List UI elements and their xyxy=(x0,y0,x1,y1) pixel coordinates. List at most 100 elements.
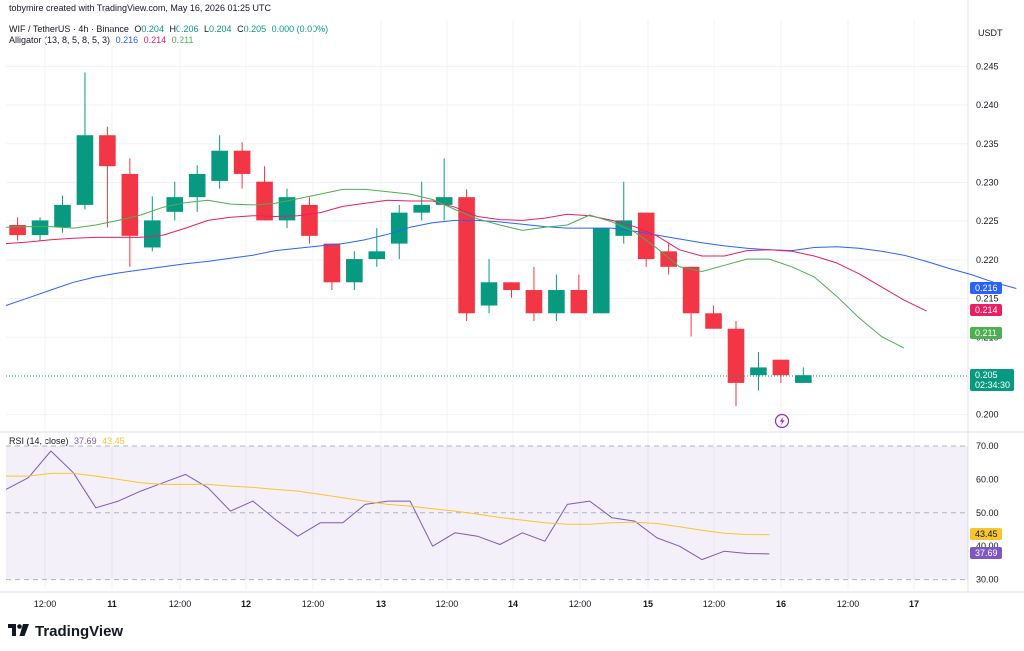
rsi-tick-label: 60.00 xyxy=(976,474,999,484)
candle-body xyxy=(727,328,745,383)
rsi-band-lines xyxy=(6,445,968,581)
time-tick-label: 14 xyxy=(508,599,518,609)
alligator-jaw-line xyxy=(5,219,1017,306)
candle xyxy=(772,359,790,383)
alligator-title[interactable]: Alligator (13, 8, 5, 8, 5, 3) xyxy=(9,35,111,45)
tradingview-logo[interactable]: TradingView xyxy=(8,620,123,642)
time-tick-label: 17 xyxy=(909,599,919,609)
candle-body xyxy=(233,150,251,174)
rsi-badge-text: 37.69 xyxy=(975,548,998,558)
candle xyxy=(727,320,745,407)
rsi-tick-label: 70.00 xyxy=(976,441,999,451)
candles xyxy=(9,72,812,407)
price-tick-label: 0.220 xyxy=(976,255,999,265)
candle-body xyxy=(413,204,430,213)
candle-body xyxy=(593,228,610,314)
time-tick-label: 12:00 xyxy=(34,599,57,609)
time-tick-label: 11 xyxy=(107,599,117,609)
candle xyxy=(660,243,677,275)
ohlc-open: 0.204 xyxy=(141,24,164,34)
alligator-teeth-line xyxy=(5,199,927,312)
rsi-ma-line xyxy=(6,472,770,536)
time-axis[interactable]: 12:00 11 12:00 12 12:00 13 12:00 14 12:00 15 12:00… xyxy=(34,599,919,609)
candle-body xyxy=(346,259,363,283)
rsi-ma-value: 43.45 xyxy=(102,436,125,446)
ohlc-low-label: L xyxy=(204,24,210,34)
alligator-lips-value: 0.211 xyxy=(171,35,194,45)
price-tick-label: 0.240 xyxy=(976,100,999,110)
candle-body xyxy=(548,290,565,314)
candle xyxy=(503,282,520,298)
candle-body xyxy=(503,282,520,291)
candle-body xyxy=(121,173,139,236)
rsi-title[interactable]: RSI (14, close) xyxy=(9,436,69,446)
candle-body xyxy=(301,204,318,236)
symbol-title[interactable]: WIF / TetherUS · 4h · Binance xyxy=(9,24,129,34)
price-tick-label: 0.245 xyxy=(976,61,999,71)
candle xyxy=(615,181,633,244)
candle xyxy=(211,135,228,189)
rsi-ma-badge-text: 43.45 xyxy=(975,529,998,539)
ohlc-high: 0.206 xyxy=(175,24,199,34)
alligator-teeth-value: 0.214 xyxy=(143,35,167,45)
candle xyxy=(346,251,363,291)
price-legend: WIF / TetherUS · 4h · Binance O0.204 H0.… xyxy=(9,24,331,34)
ohlc-change: 0.000 (0.00%) xyxy=(271,24,329,34)
indicator-lines xyxy=(5,188,1017,561)
time-tick-label: 12:00 xyxy=(436,599,459,609)
candle xyxy=(144,196,161,252)
candle xyxy=(76,72,94,210)
candle-body xyxy=(795,375,812,383)
candle-body xyxy=(76,135,94,205)
teeth-price-badge-text: 0.214 xyxy=(975,305,998,315)
price-tick-label: 0.235 xyxy=(976,139,999,149)
time-tick-label: 12:00 xyxy=(302,599,325,609)
rsi-ma-badge: 43.45 xyxy=(970,528,1002,540)
price-tick-label: 0.215 xyxy=(976,294,999,304)
candle xyxy=(750,351,767,391)
candle-body xyxy=(660,251,677,267)
rsi-tick-label: 30.00 xyxy=(976,575,999,585)
jaw-price-badge-text: 0.216 xyxy=(975,283,998,293)
candle-body xyxy=(99,135,116,167)
candle xyxy=(301,197,318,244)
rsi-line xyxy=(5,450,770,561)
candle-body xyxy=(750,367,767,376)
rsi-ma-badge-bg xyxy=(970,528,1002,540)
candle xyxy=(278,188,296,229)
candle-body xyxy=(390,212,408,244)
lips-price-badge-bg xyxy=(970,327,1002,339)
ohlc-close: 0.205 xyxy=(243,24,267,34)
lightning-icon[interactable] xyxy=(774,413,790,429)
jaw-price-badge: 0.216 xyxy=(970,282,1002,294)
candle-body xyxy=(682,266,700,314)
price-axis[interactable]: 0.2450.2400.2350.2300.2250.2200.2150.210… xyxy=(976,61,999,419)
grid-lines xyxy=(0,0,1024,593)
ohlc-close-label: C xyxy=(237,24,244,34)
candle-body xyxy=(323,243,341,283)
candle-body xyxy=(480,282,498,306)
current-price-badge-bg xyxy=(970,369,1014,391)
rsi-axis[interactable]: 70.00 60.00 50.00 40.00 30.00 xyxy=(976,441,999,585)
candle xyxy=(390,204,408,260)
candle xyxy=(166,181,184,221)
candle xyxy=(458,189,475,321)
candle xyxy=(795,367,812,383)
rsi-legend: RSI (14, close) 37.69 43.45 xyxy=(9,436,128,446)
candle-body xyxy=(458,197,475,314)
rsi-badge: 37.69 xyxy=(970,547,1002,559)
candle xyxy=(54,195,71,233)
candle xyxy=(593,228,610,314)
countdown-text: 02:34:30 xyxy=(975,380,1010,390)
ohlc-low: 0.204 xyxy=(209,24,232,34)
candle xyxy=(682,266,700,337)
alligator-legend: Alligator (13, 8, 5, 8, 5, 3) 0.216 0.21… xyxy=(9,35,197,45)
candle-body xyxy=(637,212,655,260)
rsi-tick-label: 40.00 xyxy=(976,541,999,551)
candle-body xyxy=(31,220,49,236)
candle xyxy=(233,142,251,189)
candle xyxy=(31,217,49,241)
candle-body xyxy=(525,290,543,314)
candle xyxy=(548,274,565,321)
